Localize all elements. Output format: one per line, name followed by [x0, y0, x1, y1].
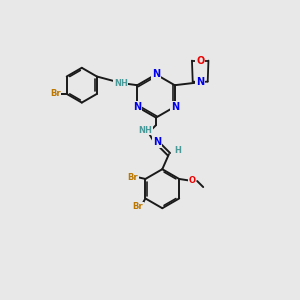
Text: N: N — [196, 77, 204, 87]
Text: Br: Br — [128, 173, 138, 182]
Text: Br: Br — [50, 89, 61, 98]
Text: Br: Br — [133, 202, 143, 211]
Text: O: O — [188, 176, 195, 185]
Text: NH: NH — [139, 126, 152, 135]
Text: N: N — [153, 137, 161, 147]
Text: N: N — [171, 102, 179, 112]
Text: NH: NH — [114, 79, 128, 88]
Text: H: H — [174, 146, 181, 155]
Text: N: N — [133, 102, 141, 112]
Text: O: O — [196, 56, 204, 66]
Text: N: N — [152, 69, 160, 80]
